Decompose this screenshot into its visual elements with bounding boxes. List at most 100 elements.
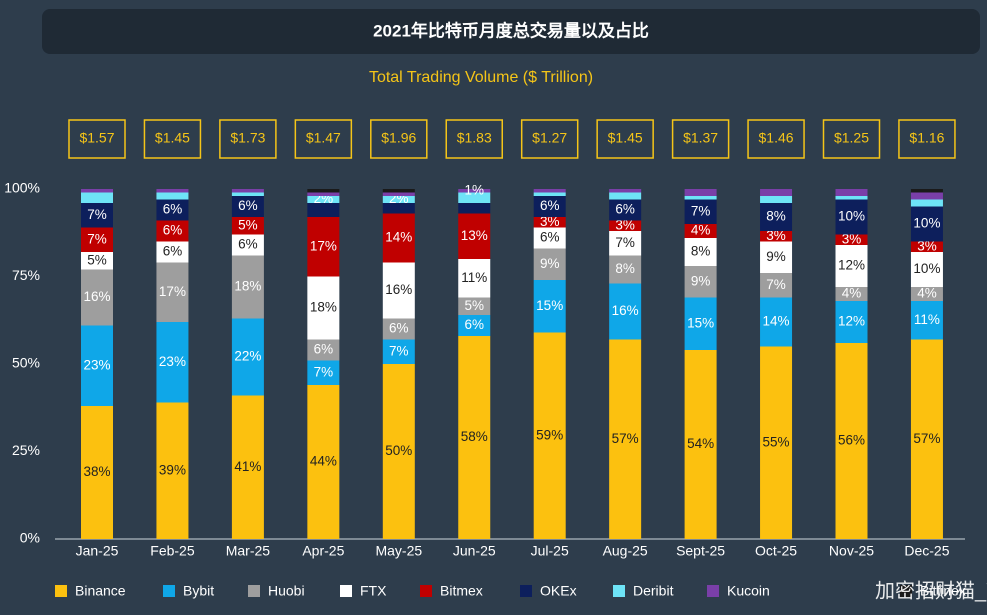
bar-segment: [760, 189, 793, 196]
data-label: 11%: [914, 312, 940, 327]
bar-segment: [81, 192, 113, 203]
bar-segment: [684, 196, 717, 200]
bar-segment: [835, 343, 868, 539]
legend-label: FTX: [360, 583, 387, 599]
x-tick-label: Apr-25: [302, 543, 344, 559]
legend-label: Deribit: [633, 583, 674, 599]
legend-label: Huobi: [268, 583, 305, 599]
bar-segment: [910, 241, 943, 252]
data-label: 15%: [687, 315, 714, 330]
total-label: $1.47: [306, 130, 341, 146]
legend-label: Bitfinex: [920, 583, 966, 599]
total-box: [520, 119, 579, 159]
bar-segment: [382, 192, 415, 196]
bar-segment: [760, 241, 793, 273]
total-label: $1.37: [683, 130, 718, 146]
bar-segment: [307, 203, 340, 217]
bar-segment: [533, 189, 566, 193]
bar-segment: [231, 189, 264, 193]
data-label: 59%: [536, 427, 563, 442]
legend-swatch: [613, 585, 625, 597]
bar-segment: [382, 364, 415, 539]
bar-segment: [910, 206, 943, 242]
data-label: 44%: [310, 454, 337, 469]
data-label: 7%: [87, 231, 107, 246]
data-label: 15%: [536, 298, 563, 313]
bar-segment: [156, 322, 189, 403]
bar-segment: [684, 224, 717, 238]
total-label: $1.46: [759, 130, 794, 146]
bar-segment: [835, 189, 868, 196]
legend-label: Bitmex: [440, 583, 483, 599]
bar-segment: [156, 220, 189, 242]
bar-segment: [382, 189, 415, 193]
data-label: 6%: [540, 230, 560, 245]
bar-segment: [684, 350, 717, 539]
legend-label: Kucoin: [727, 583, 770, 599]
bar-segment: [609, 283, 642, 340]
bar-segment: [533, 227, 566, 249]
bar-segment: [231, 318, 264, 396]
data-label: 3%: [766, 228, 786, 243]
x-tick-label: Jan-25: [76, 543, 119, 559]
legend-swatch: [900, 585, 912, 597]
legend-label: Binance: [75, 583, 126, 599]
data-label: 23%: [159, 354, 186, 369]
data-label: 3%: [615, 217, 635, 232]
legend-swatch: [707, 585, 719, 597]
total-box: [596, 119, 654, 159]
data-label: 8%: [691, 244, 711, 259]
bar-segment: [382, 196, 415, 203]
data-label: 50%: [385, 443, 412, 458]
total-box: [143, 119, 202, 159]
bar-segment: [156, 199, 189, 221]
bar-segment: [81, 325, 113, 406]
bar-segment: [609, 255, 642, 284]
total-label: $1.73: [230, 130, 265, 146]
legend-swatch: [55, 585, 67, 597]
bar-segment: [910, 339, 943, 539]
data-label: 16%: [612, 303, 639, 318]
chart-title: 2021年比特币月度总交易量以及占比: [373, 20, 649, 40]
bar-segment: [458, 189, 491, 193]
bar-segment: [609, 220, 642, 231]
y-tick-label: 75%: [12, 267, 40, 283]
bar-segment: [307, 192, 340, 196]
data-label: 6%: [464, 317, 484, 332]
legend-swatch: [340, 585, 352, 597]
bar-segment: [458, 213, 491, 259]
data-label: 5%: [87, 252, 107, 267]
data-label: 57%: [913, 431, 940, 446]
x-tick-label: Jun-25: [453, 543, 496, 559]
total-box: [294, 119, 353, 159]
bar-segment: [684, 189, 717, 196]
bar-segment: [458, 192, 491, 203]
bar-segment: [609, 192, 642, 200]
bar-segment: [533, 248, 566, 280]
bar-segment: [81, 406, 113, 539]
bar-segment: [684, 199, 717, 224]
data-label: 4%: [842, 286, 862, 301]
data-label: 1%: [464, 182, 484, 197]
bar-segment: [307, 217, 340, 277]
data-label: 6%: [163, 223, 183, 238]
data-label: 18%: [310, 300, 337, 315]
bar-segment: [835, 245, 868, 287]
total-label: $1.25: [834, 130, 869, 146]
data-label: 14%: [385, 230, 412, 245]
bar-segment: [231, 255, 264, 319]
bar-segment: [533, 332, 566, 539]
bar-segment: [382, 339, 415, 364]
bar-segment: [760, 346, 793, 539]
data-label: 6%: [238, 198, 258, 213]
x-tick-label: Sept-25: [676, 543, 725, 559]
bar-segment: [231, 196, 264, 217]
title-box: [42, 9, 980, 54]
bar-segment: [910, 301, 943, 340]
data-label: 6%: [540, 198, 560, 213]
data-label: 13%: [461, 228, 488, 243]
x-tick-label: Jul-25: [531, 543, 569, 559]
data-label: 16%: [83, 289, 110, 304]
bar-segment: [835, 199, 868, 235]
bar-segment: [835, 287, 868, 301]
